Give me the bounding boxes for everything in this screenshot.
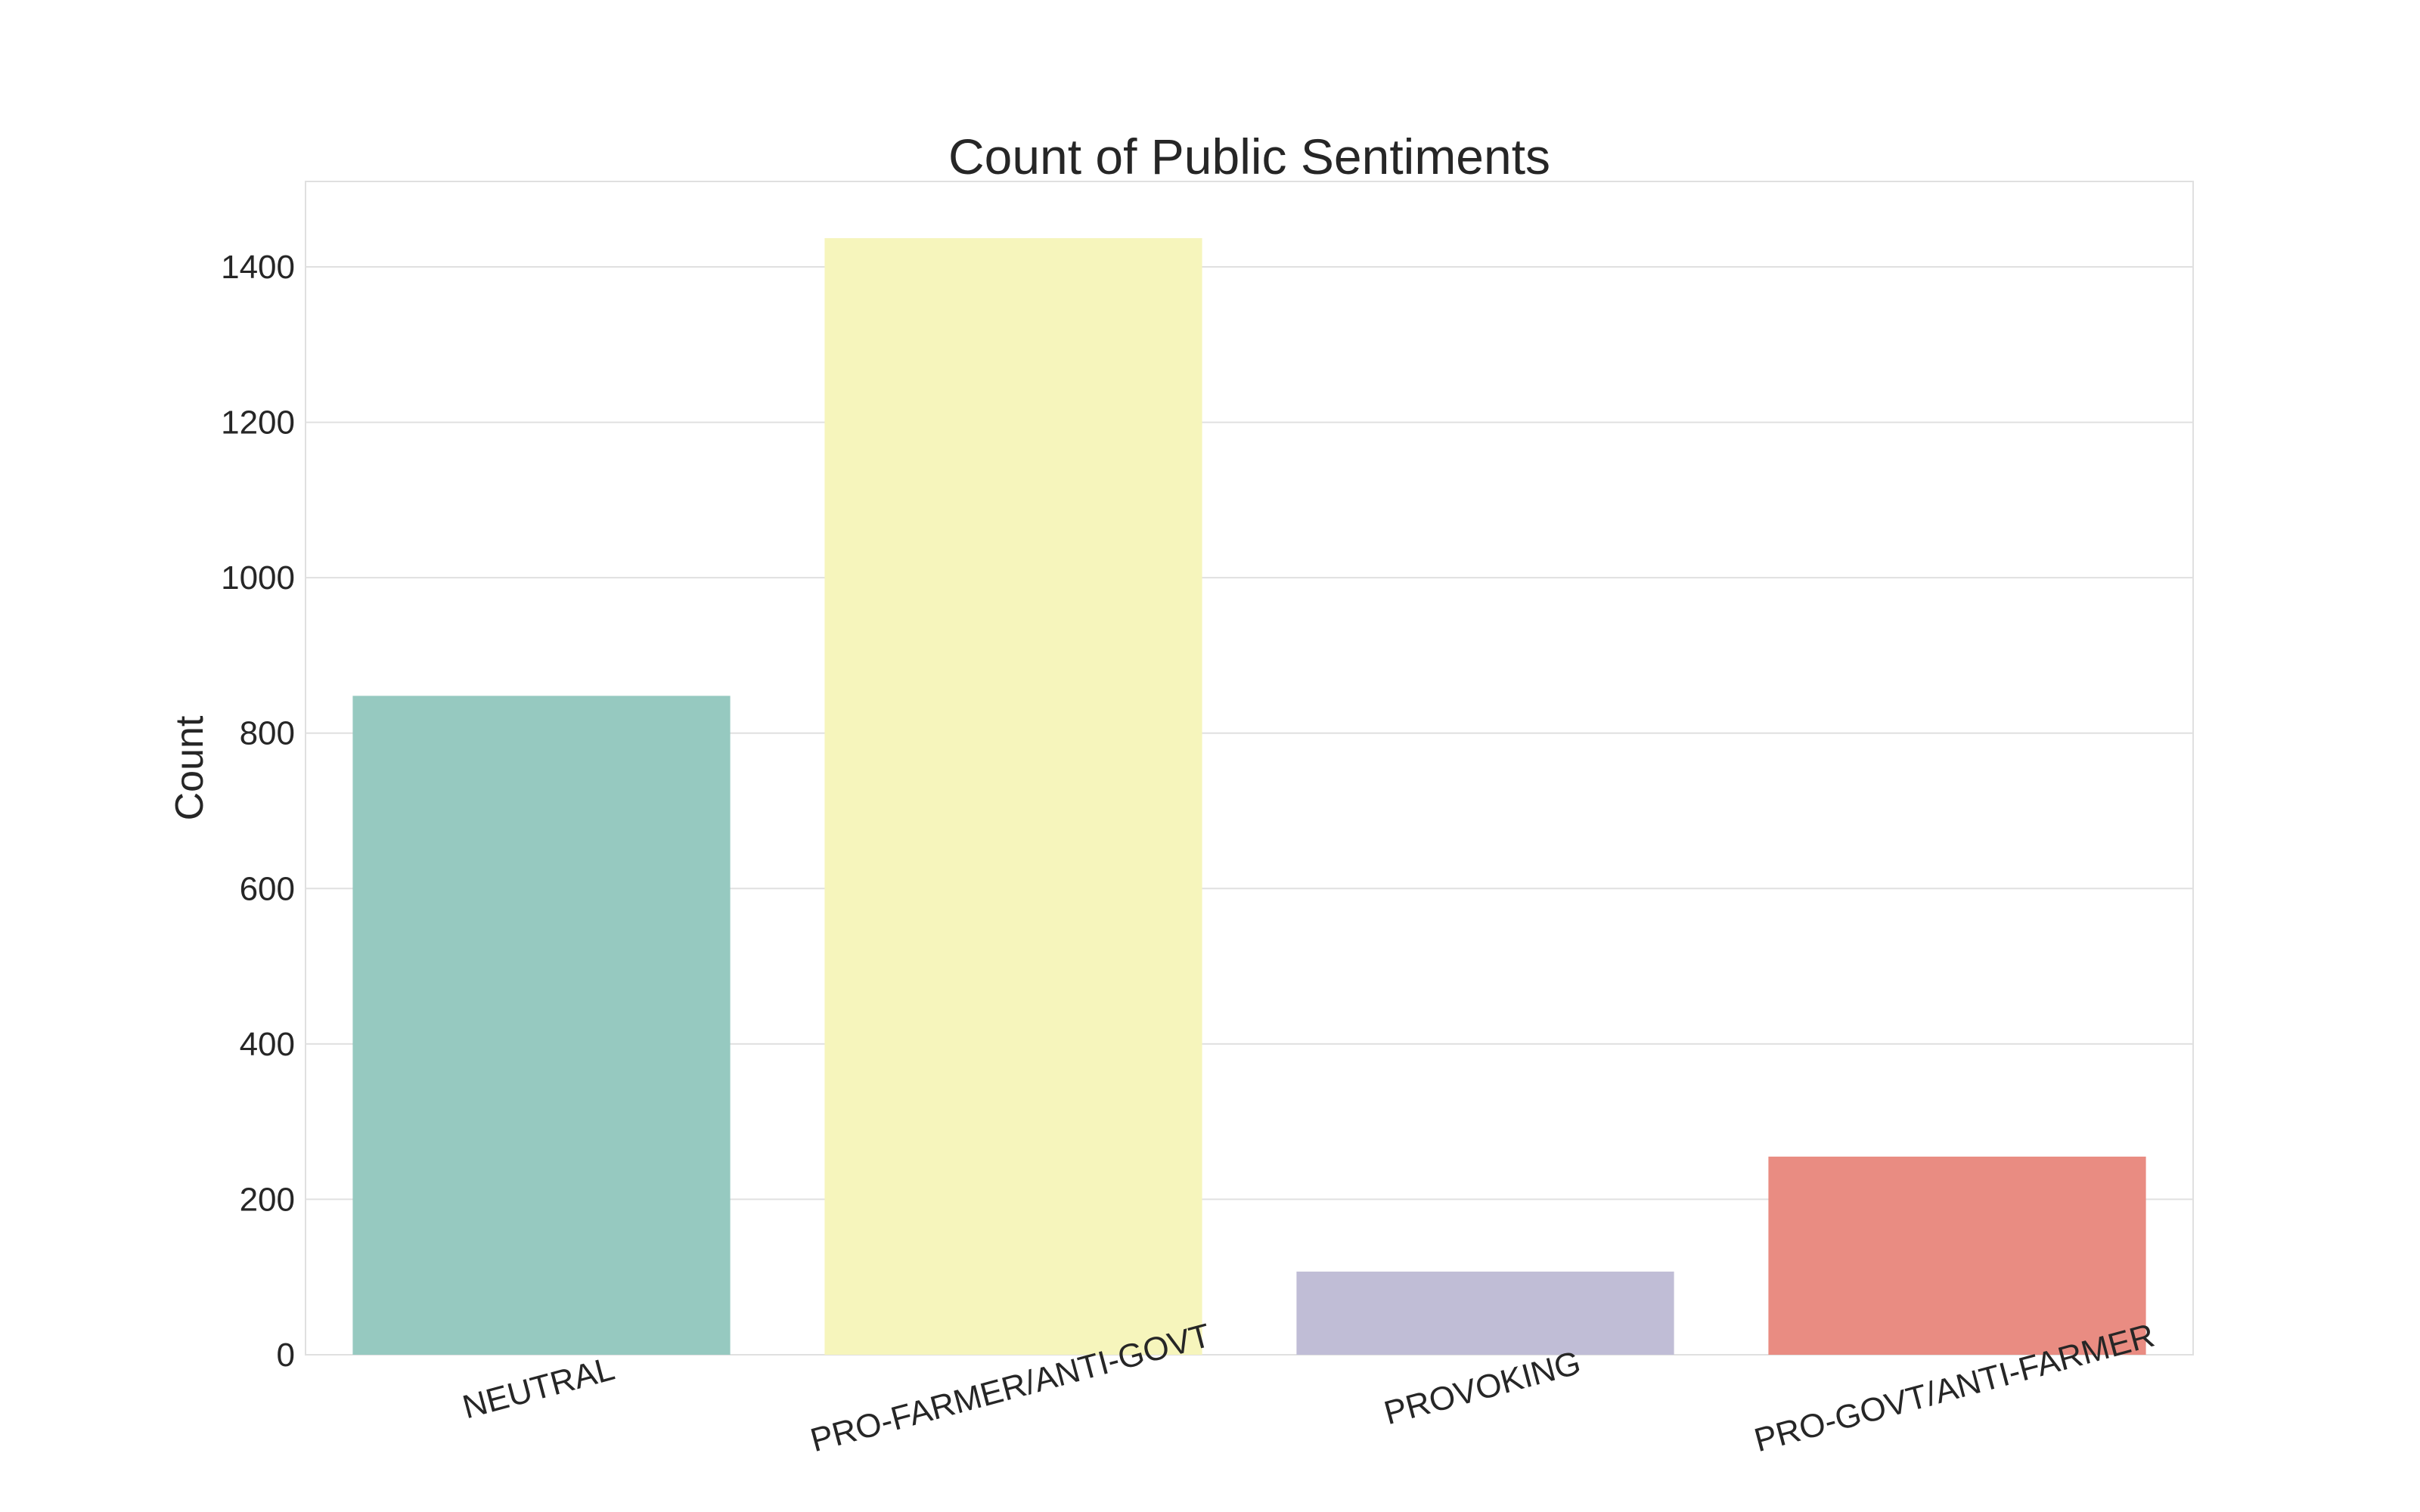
y-tick-label: 600 <box>240 870 295 907</box>
y-tick-label: 1400 <box>221 249 295 286</box>
y-axis-label: Count <box>168 715 212 820</box>
bar-pro-govt-anti-farmer <box>1768 1156 2146 1355</box>
y-tick-label: 200 <box>240 1181 295 1218</box>
y-tick-label: 800 <box>240 715 295 752</box>
y-tick-label: 1200 <box>221 404 295 442</box>
bar-pro-farmer-anti-govt <box>824 238 1202 1355</box>
bar-neutral <box>352 696 731 1355</box>
bar-provoking <box>1296 1272 1674 1355</box>
chart-title: Count of Public Sentiments <box>948 129 1550 184</box>
y-tick-label: 1000 <box>221 559 295 596</box>
plot-area-frame <box>305 181 2194 1356</box>
y-tick-label: 400 <box>240 1026 295 1063</box>
y-tick-label: 0 <box>277 1337 295 1374</box>
y-axis-ticks: 0 200 400 600 800 1000 1200 1400 <box>221 249 295 1374</box>
bars <box>352 238 2146 1355</box>
